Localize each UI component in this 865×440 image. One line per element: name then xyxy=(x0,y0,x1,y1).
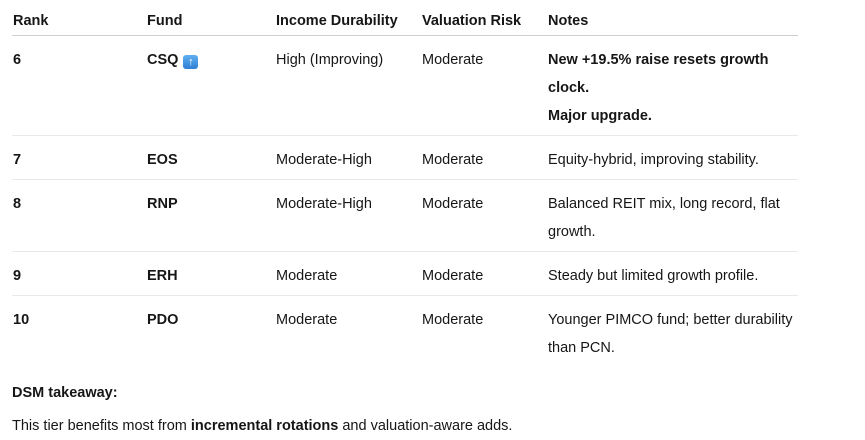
notes-line: Equity-hybrid, improving stability. xyxy=(548,152,759,168)
rank-cell: 7 xyxy=(13,152,22,168)
takeaway-text-bold: incremental rotations xyxy=(190,418,339,434)
column-header-income-durability: Income Durability xyxy=(276,13,398,29)
table-row: 9 ERH Moderate Moderate Steady but limit… xyxy=(12,252,798,296)
takeaway-heading: DSM takeaway: xyxy=(12,385,118,401)
dsm-takeaway-section: DSM takeaway: This tier benefits most fr… xyxy=(12,379,865,440)
rank-cell: 8 xyxy=(13,196,22,212)
fund-ranking-table: Rank Fund Income Durability Valuation Ri… xyxy=(12,7,798,367)
notes-cell: Balanced REIT mix, long record, flat gro… xyxy=(548,190,798,246)
notes-line: than PCN. xyxy=(548,340,615,356)
table-header-row: Rank Fund Income Durability Valuation Ri… xyxy=(12,7,798,36)
valuation-risk-cell: Moderate xyxy=(422,312,484,328)
fund-cell: EOS xyxy=(147,152,178,168)
notes-cell: Steady but limited growth profile. xyxy=(548,262,798,290)
column-header-rank: Rank xyxy=(13,13,49,29)
notes-cell: Younger PIMCO fund; better durability th… xyxy=(548,306,798,362)
notes-line: Younger PIMCO fund; better durability xyxy=(548,312,793,328)
column-header-valuation-risk: Valuation Risk xyxy=(422,13,522,29)
valuation-risk-cell: Moderate xyxy=(422,52,484,68)
fund-cell: ERH xyxy=(147,268,178,284)
up-arrow-icon: ↑ xyxy=(183,55,199,69)
income-durability-cell: Moderate-High xyxy=(276,152,372,168)
notes-line: Steady but limited growth profile. xyxy=(548,268,759,284)
income-durability-cell: Moderate xyxy=(276,312,338,328)
notes-cell: New +19.5% raise resets growth clock. Ma… xyxy=(548,46,798,130)
valuation-risk-cell: Moderate xyxy=(422,152,484,168)
table-row: 7 EOS Moderate-High Moderate Equity-hybr… xyxy=(12,136,798,180)
valuation-risk-cell: Moderate xyxy=(422,268,484,284)
notes-line: Balanced REIT mix, long record, flat xyxy=(548,196,780,212)
rank-cell: 9 xyxy=(13,268,22,284)
rank-cell: 10 xyxy=(13,312,30,328)
income-durability-cell: High (Improving) xyxy=(276,52,384,68)
notes-line: New +19.5% raise resets growth clock. xyxy=(548,52,769,96)
table-row: 10 PDO Moderate Moderate Younger PIMCO f… xyxy=(12,296,798,367)
fund-cell: RNP xyxy=(147,196,178,212)
table-row: 6 CSQ ↑ High (Improving) Moderate New +19… xyxy=(12,36,798,136)
fund-ticker: CSQ xyxy=(147,52,179,68)
takeaway-body: This tier benefits most from incremental… xyxy=(12,412,865,440)
fund-cell: CSQ ↑ xyxy=(147,46,276,130)
income-durability-cell: Moderate-High xyxy=(276,196,372,212)
income-durability-cell: Moderate xyxy=(276,268,338,284)
column-header-notes: Notes xyxy=(548,13,589,29)
fund-cell: PDO xyxy=(147,312,179,328)
takeaway-text-prefix: This tier benefits most from xyxy=(12,418,191,434)
notes-line: growth. xyxy=(548,224,596,240)
column-header-fund: Fund xyxy=(147,13,183,29)
rank-cell: 6 xyxy=(13,52,22,68)
takeaway-text-suffix: and valuation-aware adds. xyxy=(338,418,513,434)
notes-cell: Equity-hybrid, improving stability. xyxy=(548,146,798,174)
notes-line: Major upgrade. xyxy=(548,108,652,124)
valuation-risk-cell: Moderate xyxy=(422,196,484,212)
table-row: 8 RNP Moderate-High Moderate Balanced RE… xyxy=(12,180,798,252)
